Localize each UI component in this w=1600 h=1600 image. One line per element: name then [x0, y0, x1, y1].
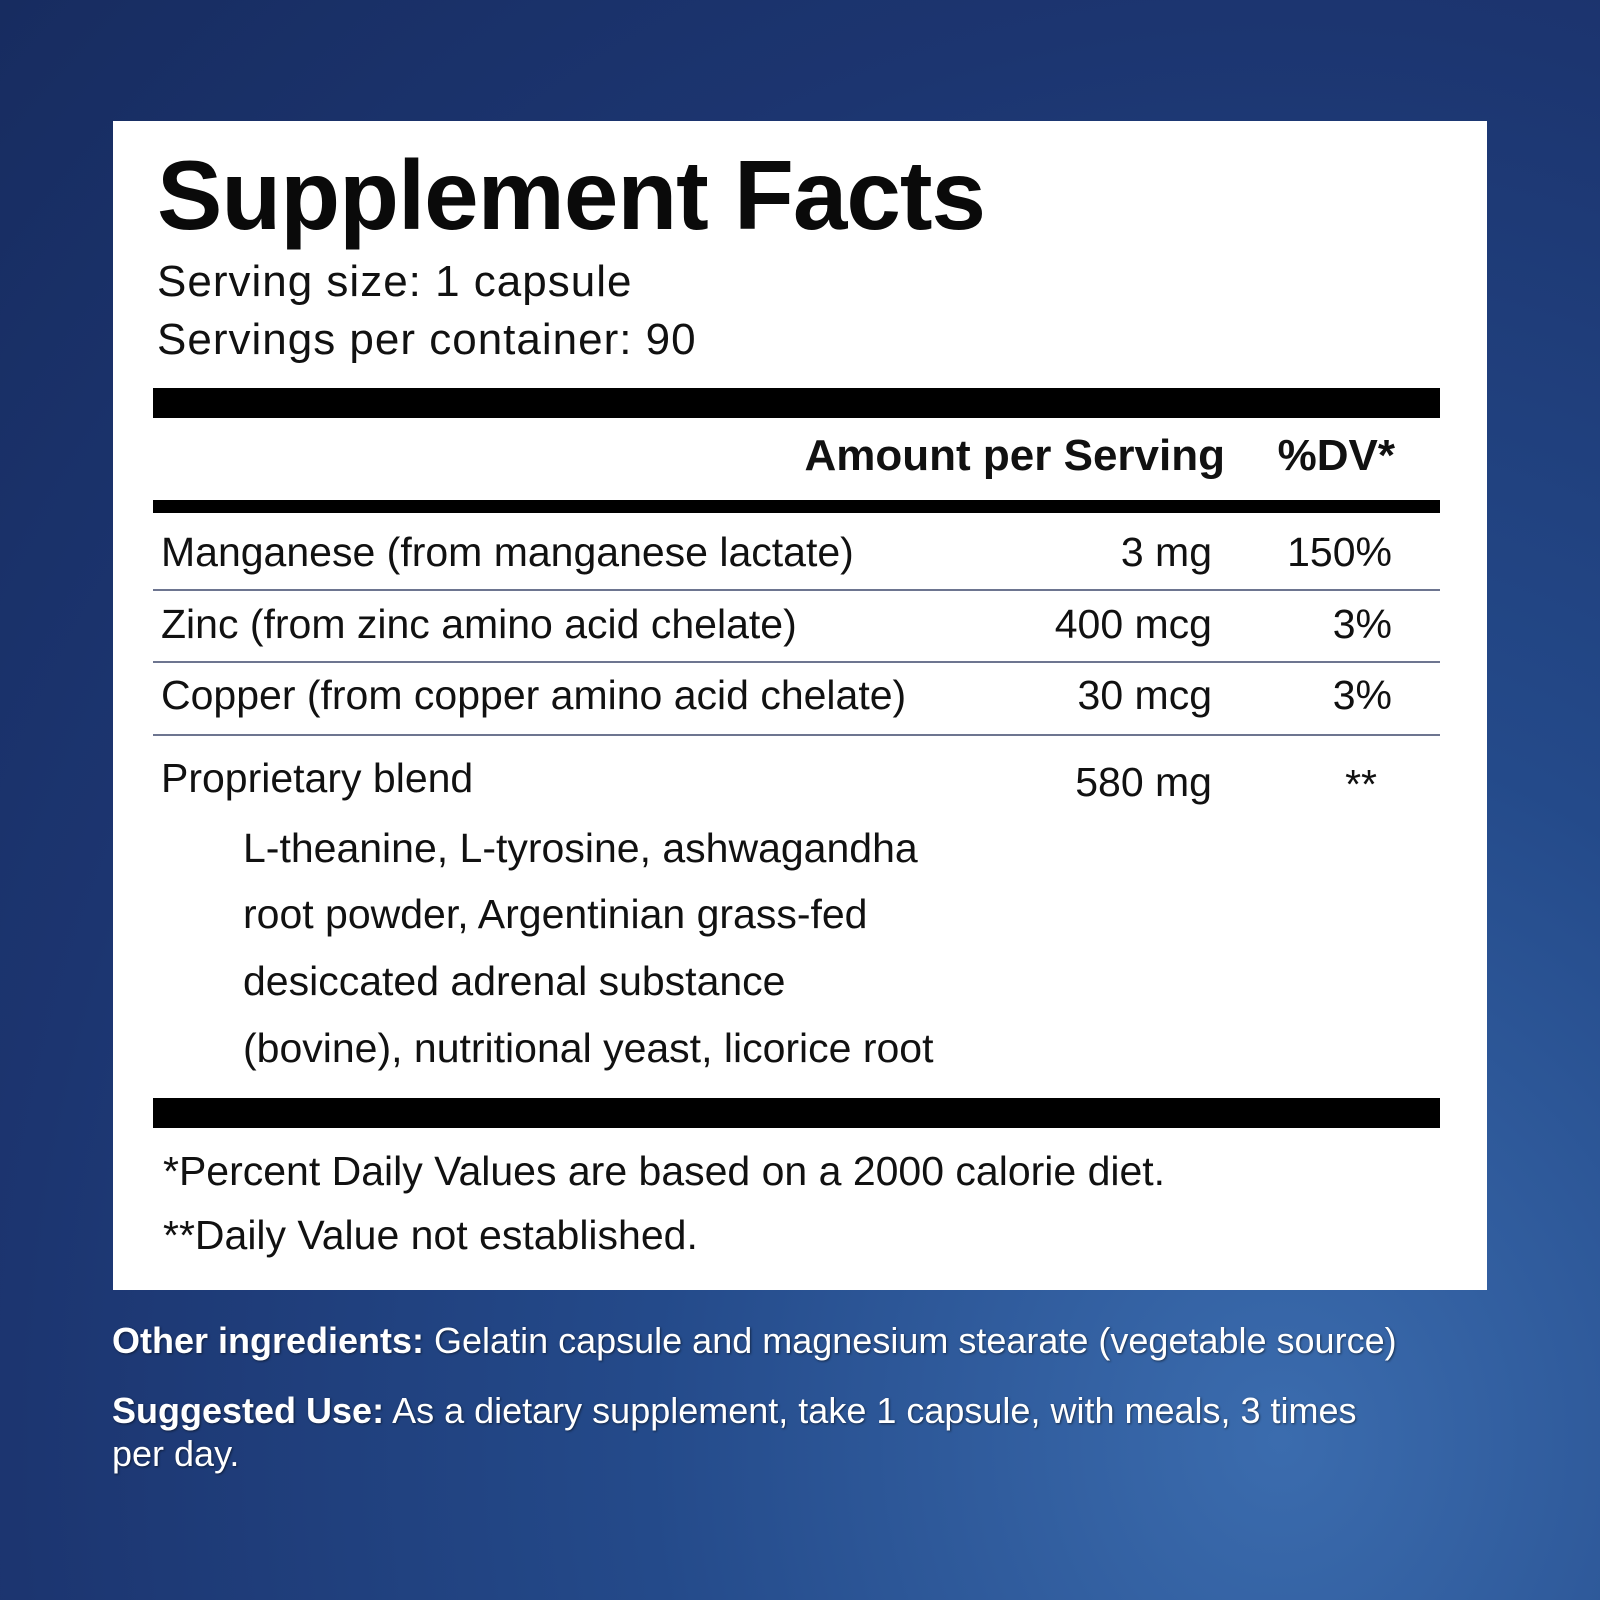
row-amount: 400 mcg: [1054, 601, 1212, 647]
row-dv: **: [1345, 761, 1377, 807]
servings-per-container: Servings per container: 90: [157, 315, 697, 364]
row-dv: 3%: [1332, 672, 1392, 718]
suggested-use-label: Suggested Use:: [112, 1390, 385, 1431]
suggested-use-text: As a dietary supplement, take 1 capsule,…: [384, 1390, 1357, 1431]
row-dv: 150%: [1287, 529, 1392, 575]
serving-size: Serving size: 1 capsule: [157, 257, 633, 306]
row-divider: [153, 661, 1440, 663]
row-amount: 30 mcg: [1077, 672, 1212, 718]
other-ingredients-text: Gelatin capsule and magnesium stearate (…: [424, 1320, 1397, 1361]
blend-line: (bovine), nutritional yeast, licorice ro…: [243, 1025, 934, 1071]
row-divider: [153, 589, 1440, 591]
supplement-facts-panel: Supplement Facts Serving size: 1 capsule…: [113, 121, 1487, 1290]
dv-header: %DV*: [1277, 431, 1395, 480]
row-dv: 3%: [1332, 601, 1392, 647]
amount-header: Amount per Serving: [804, 431, 1226, 480]
row-amount: 580 mg: [1075, 759, 1212, 805]
suggested-use-continued: per day.: [112, 1433, 240, 1474]
suggested-use: Suggested Use: As a dietary supplement, …: [112, 1390, 1357, 1432]
row-divider: [153, 734, 1440, 736]
row-name: Manganese (from manganese lactate): [161, 529, 854, 575]
row-name: Copper (from copper amino acid chelate): [161, 672, 907, 718]
thick-divider: [153, 1098, 1440, 1128]
row-amount: 3 mg: [1120, 529, 1212, 575]
row-name: Proprietary blend: [161, 755, 474, 801]
blend-line: L-theanine, L-tyrosine, ashwagandha: [243, 825, 918, 871]
thick-divider: [153, 388, 1440, 418]
other-ingredients-label: Other ingredients:: [112, 1320, 425, 1361]
title: Supplement Facts: [157, 140, 986, 250]
blend-line: root powder, Argentinian grass-fed: [243, 891, 868, 937]
footnote: **Daily Value not established.: [163, 1212, 698, 1258]
header-divider: [153, 500, 1440, 513]
footnote: *Percent Daily Values are based on a 200…: [163, 1148, 1166, 1194]
other-ingredients: Other ingredients: Gelatin capsule and m…: [112, 1320, 1397, 1362]
blend-line: desiccated adrenal substance: [243, 958, 786, 1004]
row-name: Zinc (from zinc amino acid chelate): [161, 601, 797, 647]
